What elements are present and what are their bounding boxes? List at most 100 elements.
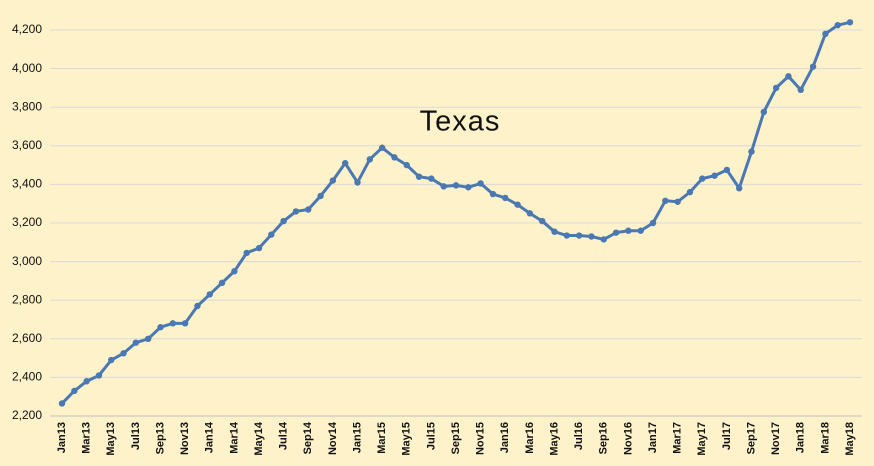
point — [563, 232, 571, 239]
point — [834, 21, 841, 29]
x-tick-label: May17 — [696, 422, 708, 456]
x-tick-label: Jan15 — [351, 422, 363, 453]
point — [391, 154, 398, 161]
x-tick-label: May14 — [253, 421, 265, 456]
point — [846, 19, 854, 26]
chart-title: Texas — [420, 106, 501, 138]
x-tick-label: Nov17 — [770, 422, 782, 455]
point — [612, 229, 620, 236]
point — [206, 291, 213, 298]
point — [809, 63, 817, 70]
point — [144, 335, 152, 342]
point — [649, 219, 657, 227]
point — [600, 236, 607, 243]
x-tick-label: Sep16 — [598, 422, 610, 454]
x-tick-label: Nov16 — [622, 422, 634, 455]
x-tick-label: Jan13 — [56, 422, 68, 453]
point — [748, 148, 755, 155]
point — [181, 320, 189, 327]
x-tick-label: Nov14 — [327, 421, 339, 455]
x-tick-label: Jan18 — [795, 422, 807, 453]
x-tick-label: May15 — [401, 422, 413, 456]
y-tick-label: 3,200 — [12, 215, 42, 229]
x-tick-label: May13 — [105, 422, 117, 456]
point — [292, 208, 300, 215]
point — [95, 372, 103, 379]
x-tick-label: Jul17 — [721, 422, 733, 450]
point — [760, 108, 768, 116]
point — [674, 198, 681, 205]
x-tick-label: Jan16 — [499, 422, 511, 453]
point — [428, 175, 435, 182]
point — [83, 378, 90, 385]
x-tick-label: Jan14 — [204, 421, 216, 453]
point — [489, 190, 497, 198]
x-tick-label: Mar15 — [376, 422, 388, 454]
y-tick-label: 3,600 — [12, 138, 42, 152]
y-tick-label: 4,000 — [12, 61, 42, 75]
y-tick-label: 2,600 — [12, 331, 42, 345]
point — [822, 30, 829, 38]
y-tick-label: 2,800 — [12, 292, 42, 306]
point — [723, 166, 731, 174]
point — [452, 182, 460, 189]
x-tick-label: May18 — [844, 422, 856, 456]
y-tick-label: 3,400 — [12, 177, 42, 191]
x-tick-label: Jul13 — [130, 422, 142, 450]
point — [575, 232, 583, 239]
point — [255, 244, 263, 252]
point — [440, 183, 447, 190]
point — [108, 356, 115, 364]
point — [711, 172, 718, 179]
point — [231, 268, 238, 275]
point — [169, 320, 177, 327]
point — [366, 156, 374, 163]
point — [477, 180, 484, 187]
point — [317, 192, 324, 200]
point — [157, 324, 164, 331]
y-tick-label: 3,000 — [12, 254, 42, 268]
point — [588, 233, 595, 240]
point — [465, 184, 472, 191]
x-tick-label: Sep17 — [745, 422, 757, 454]
y-tick-label: 4,200 — [12, 22, 42, 36]
point — [194, 302, 201, 310]
x-tick-label: Mar16 — [524, 422, 536, 454]
x-tick-label: Nov13 — [179, 422, 191, 455]
point — [378, 144, 386, 151]
point — [58, 400, 66, 407]
point — [71, 387, 78, 395]
x-tick-label: Jan17 — [647, 422, 659, 453]
point — [243, 249, 250, 257]
point — [132, 339, 140, 346]
x-tick-label: Mar14 — [228, 421, 240, 454]
y-tick-label: 3,800 — [12, 99, 42, 113]
point — [280, 217, 287, 225]
point — [218, 279, 226, 287]
point — [797, 86, 804, 94]
x-tick-label: Jul14 — [278, 421, 290, 450]
y-tick-label: 2,200 — [12, 408, 42, 422]
point — [699, 175, 706, 182]
point — [329, 177, 337, 184]
x-tick-label: Jul15 — [425, 422, 437, 450]
x-tick-label: Jul16 — [573, 422, 585, 450]
point — [686, 188, 694, 196]
point — [538, 217, 546, 225]
x-tick-label: Sep13 — [154, 422, 166, 454]
point — [502, 194, 509, 202]
point — [120, 350, 127, 357]
point — [415, 173, 423, 180]
point — [772, 84, 780, 92]
x-tick-label: May16 — [548, 422, 560, 456]
x-tick-label: Mar13 — [81, 422, 93, 454]
y-tick-label: 2,400 — [12, 370, 42, 384]
point — [637, 227, 644, 234]
point — [305, 206, 312, 213]
x-tick-label: Nov15 — [475, 422, 487, 455]
point — [551, 228, 558, 235]
x-tick-label: Mar17 — [672, 422, 684, 454]
x-tick-label: Sep15 — [450, 422, 462, 454]
